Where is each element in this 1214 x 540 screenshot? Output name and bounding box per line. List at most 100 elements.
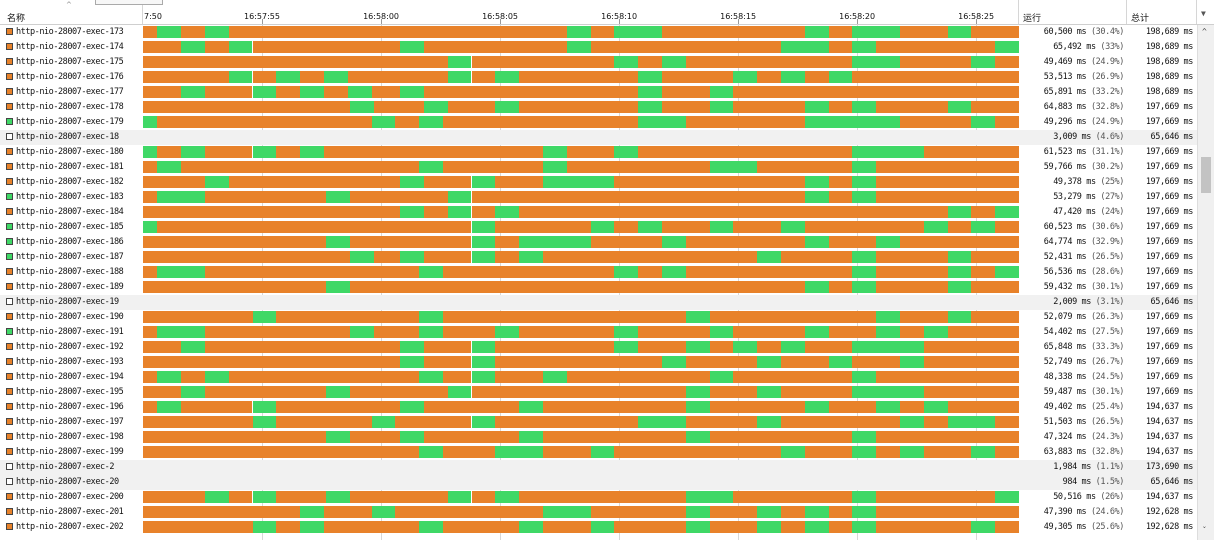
thread-timeline[interactable] (143, 341, 1019, 353)
thread-timeline[interactable] (143, 461, 1019, 473)
thread-timeline[interactable] (143, 26, 1019, 38)
timeline-segment-running (204, 41, 229, 53)
table-row[interactable]: http-nio-28007-exec-198 47,324 ms (24.3%)… (0, 430, 1197, 445)
thread-timeline[interactable] (143, 86, 1019, 98)
run-time-percent: (24.5%) (1086, 372, 1124, 382)
thread-timeline[interactable] (143, 206, 1019, 218)
column-header-run[interactable]: 运行 (1019, 0, 1127, 24)
thread-timeline[interactable] (143, 41, 1019, 53)
thread-timeline[interactable] (143, 311, 1019, 323)
total-time-cell: 192,628 ms (1145, 507, 1194, 517)
thread-timeline[interactable] (143, 416, 1019, 428)
table-row[interactable]: http-nio-28007-exec-19 2,009 ms (3.1%) 65,… (0, 295, 1197, 310)
scroll-down-icon[interactable]: ˇ (1202, 526, 1207, 535)
table-row[interactable]: http-nio-28007-exec-199 63,883 ms (32.8%)… (0, 445, 1197, 460)
timeline-segment-running (228, 491, 253, 503)
table-row[interactable]: http-nio-28007-exec-190 52,079 ms (26.3%)… (0, 310, 1197, 325)
column-header-total[interactable]: 总计 (1127, 0, 1197, 24)
timeline-segment-running (495, 356, 662, 368)
thread-timeline[interactable] (143, 56, 1019, 68)
vertical-scrollbar[interactable]: ^ ˇ (1197, 25, 1214, 540)
table-row[interactable]: http-nio-28007-exec-200 50,516 ms (26%) 19… (0, 490, 1197, 505)
table-row[interactable]: http-nio-28007-exec-193 52,749 ms (26.7%)… (0, 355, 1197, 370)
thread-timeline[interactable] (143, 476, 1019, 488)
table-row[interactable]: http-nio-28007-exec-197 51,503 ms (26.5%)… (0, 415, 1197, 430)
table-row[interactable]: http-nio-28007-exec-189 59,432 ms (30.1%)… (0, 280, 1197, 295)
table-row[interactable]: http-nio-28007-exec-181 59,766 ms (30.2%)… (0, 160, 1197, 175)
table-row[interactable]: http-nio-28007-exec-185 60,523 ms (30.6%)… (0, 220, 1197, 235)
table-row[interactable]: http-nio-28007-exec-176 53,513 ms (26.9%)… (0, 70, 1197, 85)
thread-timeline[interactable] (143, 386, 1019, 398)
timeline-segment-running (780, 416, 900, 428)
table-row[interactable]: http-nio-28007-exec-182 49,378 ms (25%) 19… (0, 175, 1197, 190)
thread-name: http-nio-28007-exec-184 (16, 207, 124, 217)
thread-timeline[interactable] (143, 71, 1019, 83)
timeline-segment-running (804, 71, 829, 83)
timeline-segment-waiting (852, 101, 877, 113)
table-row[interactable]: http-nio-28007-exec-174 65,492 ms (33%) 19… (0, 40, 1197, 55)
thread-timeline[interactable] (143, 281, 1019, 293)
thread-state-icon (6, 118, 13, 125)
timeline-segment-running (204, 191, 327, 203)
table-row[interactable]: http-nio-28007-exec-18 3,009 ms (4.6%) 65,… (0, 130, 1197, 145)
table-row[interactable]: http-nio-28007-exec-173 60,500 ms (30.4%)… (0, 25, 1197, 40)
column-header-name[interactable]: 名称 ^ (0, 0, 163, 24)
column-chooser-button[interactable]: ▼ (1197, 0, 1214, 24)
thread-timeline[interactable] (143, 161, 1019, 173)
run-time-percent: (27%) (1095, 192, 1124, 202)
table-row[interactable]: http-nio-28007-exec-184 47,420 ms (24%) 19… (0, 205, 1197, 220)
thread-timeline[interactable] (143, 221, 1019, 233)
run-time-value: 3,009 ms (1053, 132, 1091, 142)
table-row[interactable]: http-nio-28007-exec-2 1,984 ms (1.1%) 173,… (0, 460, 1197, 475)
thread-timeline[interactable] (143, 296, 1019, 308)
thread-timeline[interactable] (143, 131, 1019, 143)
scroll-up-icon[interactable]: ^ (1202, 27, 1207, 36)
thread-timeline[interactable] (143, 431, 1019, 443)
thread-timeline[interactable] (143, 446, 1019, 458)
thread-timeline[interactable] (143, 506, 1019, 518)
table-row[interactable]: http-nio-28007-exec-177 65,891 ms (33.2%)… (0, 85, 1197, 100)
table-row[interactable]: http-nio-28007-exec-196 49,402 ms (25.4%)… (0, 400, 1197, 415)
table-row[interactable]: http-nio-28007-exec-202 49,305 ms (25.6%)… (0, 520, 1197, 535)
table-row[interactable]: http-nio-28007-exec-175 49,469 ms (24.9%)… (0, 55, 1197, 70)
thread-name: http-nio-28007-exec-186 (16, 237, 124, 247)
table-row[interactable]: http-nio-28007-exec-180 61,523 ms (31.1%)… (0, 145, 1197, 160)
thread-timeline[interactable] (143, 401, 1019, 413)
table-row[interactable]: http-nio-28007-exec-192 65,848 ms (33.3%)… (0, 340, 1197, 355)
table-row[interactable]: http-nio-28007-exec-187 52,431 ms (26.5%)… (0, 250, 1197, 265)
timeline-header[interactable]: 7:50 16:57:55 16:58:00 16:58:05 16:58:10 16:5… (143, 0, 1019, 24)
timeline-segment-running (228, 371, 420, 383)
total-time-cell: 65,646 ms (1150, 132, 1194, 142)
thread-timeline[interactable] (143, 491, 1019, 503)
table-row[interactable]: http-nio-28007-exec-20 984 ms (1.5%) 65,64… (0, 475, 1197, 490)
table-row[interactable]: http-nio-28007-exec-186 64,774 ms (32.9%)… (0, 235, 1197, 250)
thread-timeline[interactable] (143, 371, 1019, 383)
table-row[interactable]: http-nio-28007-exec-183 53,279 ms (27%) 19… (0, 190, 1197, 205)
table-row[interactable]: http-nio-28007-exec-188 56,536 ms (28.6%)… (0, 265, 1197, 280)
total-time-cell: 194,637 ms (1145, 402, 1194, 412)
thread-timeline[interactable] (143, 521, 1019, 533)
thread-timeline[interactable] (143, 146, 1019, 158)
table-row[interactable]: http-nio-28007-exec-201 47,390 ms (24.6%)… (0, 505, 1197, 520)
timeline-segment-waiting (350, 101, 374, 113)
thread-timeline[interactable] (143, 236, 1019, 248)
timeline-segment-running (733, 101, 805, 113)
timeline-segment-waiting (757, 356, 781, 368)
table-row[interactable]: http-nio-28007-exec-194 48,338 ms (24.5%)… (0, 370, 1197, 385)
thread-timeline[interactable] (143, 116, 1019, 128)
thread-timeline[interactable] (143, 191, 1019, 203)
column-resize-handle[interactable] (95, 0, 163, 5)
scrollbar-thumb[interactable] (1201, 157, 1211, 193)
table-row[interactable]: http-nio-28007-exec-178 64,883 ms (32.8%)… (0, 100, 1197, 115)
thread-timeline[interactable] (143, 326, 1019, 338)
thread-timeline[interactable] (143, 251, 1019, 263)
thread-state-icon (6, 418, 13, 425)
table-row[interactable]: http-nio-28007-exec-179 49,296 ms (24.9%)… (0, 115, 1197, 130)
table-row[interactable]: http-nio-28007-exec-195 59,487 ms (30.1%)… (0, 385, 1197, 400)
thread-timeline[interactable] (143, 266, 1019, 278)
table-row[interactable]: http-nio-28007-exec-191 54,402 ms (27.5%)… (0, 325, 1197, 340)
thread-timeline[interactable] (143, 356, 1019, 368)
thread-timeline[interactable] (143, 101, 1019, 113)
thread-timeline[interactable] (143, 176, 1019, 188)
thread-state-icon (6, 88, 13, 95)
